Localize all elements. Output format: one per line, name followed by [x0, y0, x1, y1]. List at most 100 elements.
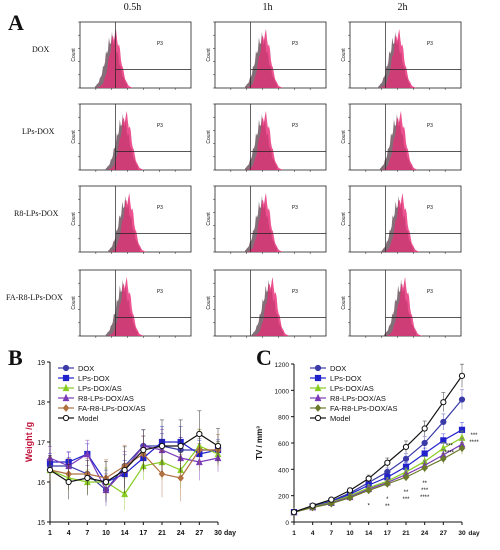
- data-point: [177, 442, 184, 450]
- data-point: [365, 486, 372, 495]
- data-point: [328, 496, 335, 503]
- y-tick-label: 15: [37, 520, 45, 527]
- histogram-peak: [383, 193, 420, 252]
- column-header: 0.5h: [123, 2, 142, 13]
- panel-label-b: B: [8, 345, 23, 370]
- data-point: [402, 443, 410, 451]
- x-tick-label: 21: [402, 530, 410, 537]
- legend-entry: LPs-DOX: [330, 374, 362, 383]
- y-tick-label: 1000: [275, 388, 290, 395]
- x-tick-label: 10: [346, 530, 354, 537]
- histogram-cell: Count P3: [206, 21, 327, 90]
- data-point: [121, 466, 128, 474]
- data-point: [121, 489, 129, 498]
- data-point: [140, 446, 147, 454]
- data-point: [65, 478, 72, 486]
- histogram-peak: [107, 277, 144, 336]
- y-tick-label: 16: [37, 480, 45, 487]
- significance-mark: *: [367, 503, 370, 509]
- x-tick-label: 27: [440, 530, 448, 537]
- x-axis-label: day: [224, 530, 236, 537]
- x-tick-label: 21: [158, 530, 166, 537]
- x-tick-label: 17: [384, 530, 392, 537]
- data-point: [62, 383, 70, 392]
- histogram-cell: Count P3: [71, 103, 192, 172]
- y-tick-label: 600: [278, 441, 289, 448]
- data-point: [46, 466, 54, 474]
- histogram-peak: [386, 277, 423, 336]
- x-tick-label: 7: [85, 530, 89, 537]
- data-point: [158, 442, 166, 450]
- data-point: [290, 509, 298, 516]
- x-tick-label: 14: [121, 530, 129, 537]
- panel-label-a: A: [8, 10, 24, 35]
- x-tick-label: 14: [365, 530, 373, 537]
- data-point: [102, 478, 110, 486]
- data-point: [314, 414, 322, 422]
- gate-label: P3: [427, 41, 433, 47]
- x-tick-label: 30: [458, 530, 466, 537]
- data-point: [440, 454, 447, 463]
- y-tick-label: 17: [37, 440, 45, 447]
- legend-entry: LPs-DOX: [78, 374, 110, 383]
- histogram-peak: [246, 193, 283, 252]
- histogram-peak: [107, 111, 144, 170]
- x-tick-label: 24: [421, 530, 429, 537]
- count-label: Count: [71, 296, 77, 310]
- count-label: Count: [71, 48, 77, 62]
- x-axis-label: day: [468, 530, 480, 537]
- data-point: [62, 404, 70, 412]
- y-axis-label: Weight /g: [24, 422, 34, 462]
- x-tick-label: 27: [195, 530, 203, 537]
- significance-mark: ***: [446, 443, 454, 449]
- histogram-cell: Count P3: [341, 269, 462, 338]
- x-tick-label: 4: [67, 530, 71, 537]
- significance-mark: *: [386, 497, 389, 503]
- column-header: 1h: [262, 2, 273, 13]
- data-point: [62, 374, 70, 382]
- data-point: [458, 372, 466, 379]
- data-point: [421, 439, 428, 447]
- data-point: [346, 493, 354, 502]
- histogram-cell: Count P3: [206, 185, 327, 254]
- data-point: [421, 464, 428, 472]
- histogram-peak: [110, 193, 147, 252]
- count-label: Count: [71, 130, 77, 144]
- series-line: [49, 445, 219, 495]
- y-axis-label: TV / mm³: [255, 426, 264, 460]
- histogram-frame: [79, 269, 192, 337]
- legend-entry: Model: [78, 414, 99, 423]
- data-point: [214, 442, 222, 450]
- series-line: [50, 441, 219, 483]
- data-point: [314, 364, 322, 372]
- count-label: Count: [206, 212, 212, 226]
- data-point: [458, 396, 466, 403]
- legend-entry: DOX: [78, 364, 94, 373]
- y-tick-label: 1200: [275, 362, 290, 369]
- histogram-frame: [79, 21, 192, 89]
- x-tick-label: 1: [48, 530, 52, 537]
- histogram-peak: [246, 29, 283, 88]
- significance-mark: **: [385, 504, 390, 510]
- y-tick-label: 200: [278, 494, 289, 501]
- histogram-cell: Count P3: [206, 269, 327, 338]
- series-line: [49, 445, 219, 492]
- histogram-peak: [381, 111, 418, 170]
- data-point: [84, 474, 91, 482]
- data-point: [440, 418, 447, 426]
- panel-label-c: C: [256, 345, 272, 370]
- count-label: Count: [206, 48, 212, 62]
- data-point: [158, 470, 166, 478]
- series-line: [293, 443, 463, 513]
- row-label: FA-R8-LPs-DOX: [6, 293, 63, 302]
- count-label: Count: [341, 296, 347, 310]
- data-point: [402, 473, 410, 482]
- legend-entry: Model: [330, 414, 351, 423]
- gate-label: P3: [427, 123, 433, 129]
- histogram-cell: Count P3: [341, 103, 462, 172]
- legend-entry: FA-R8-LPs-DOX/AS: [330, 404, 398, 413]
- column-header: 2h: [397, 2, 408, 13]
- legend-entry: LPs-DOX/AS: [330, 384, 374, 393]
- histogram-cell: Count P3: [206, 103, 327, 172]
